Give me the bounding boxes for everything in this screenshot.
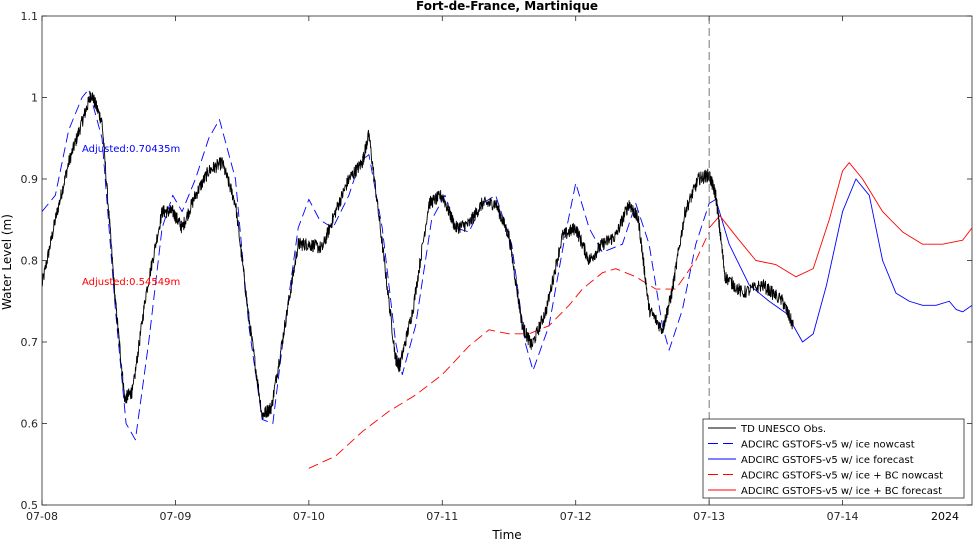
- chart-title: Fort-de-France, Martinique: [416, 0, 598, 13]
- x-tick-label: 07-09: [159, 510, 191, 523]
- y-axis: 0.5 0.6 0.7 0.8 0.9 1 1.1: [21, 10, 972, 512]
- x-axis-year-label: 2024: [931, 510, 959, 523]
- series-line-0: [42, 91, 794, 420]
- series-line-2: [708, 178, 972, 343]
- y-tick-label: 0.6: [21, 418, 39, 431]
- series-line-1: [42, 88, 710, 441]
- y-tick-label: 0.9: [21, 173, 39, 186]
- y-tick-label: 1: [31, 92, 38, 105]
- legend-label: ADCIRC GSTOFS-v5 w/ ice + BC forecast: [741, 486, 942, 497]
- y-axis-label: Water Level (m): [0, 214, 14, 310]
- series-layer: [42, 88, 972, 469]
- x-tick-label: 07-11: [426, 510, 458, 523]
- x-tick-label: 07-13: [693, 510, 725, 523]
- legend-label: ADCIRC GSTOFS-v5 w/ ice nowcast: [741, 440, 915, 451]
- legend-label: ADCIRC GSTOFS-v5 w/ ice forecast: [741, 455, 914, 466]
- y-tick-label: 0.8: [21, 255, 39, 268]
- annotation-layer: Adjusted:0.70435m Adjusted:0.54549m: [82, 144, 180, 288]
- x-axis: 07-08 07-09 07-10 07-11 07-12 07-13 07-14: [26, 16, 859, 523]
- annotation-label: Adjusted:0.70435m: [82, 144, 180, 155]
- x-axis-label: Time: [491, 528, 521, 541]
- series-line-3: [308, 231, 710, 469]
- x-tick-label: 07-12: [560, 510, 592, 523]
- legend-label: TD UNESCO Obs.: [740, 424, 826, 435]
- y-tick-label: 0.7: [21, 336, 39, 349]
- legend-box: [702, 418, 965, 499]
- y-tick-label: 1.1: [21, 10, 39, 23]
- y-tick-label: 0.5: [21, 499, 39, 512]
- legend-label: ADCIRC GSTOFS-v5 w/ ice + BC nowcast: [741, 471, 943, 482]
- legend: TD UNESCO Obs. ADCIRC GSTOFS-v5 w/ ice no…: [702, 418, 965, 499]
- annotation-label: Adjusted:0.54549m: [82, 277, 180, 288]
- x-tick-label: 07-14: [827, 510, 859, 523]
- x-tick-label: 07-08: [26, 510, 58, 523]
- series-line-4: [708, 162, 972, 278]
- x-tick-label: 07-10: [293, 510, 325, 523]
